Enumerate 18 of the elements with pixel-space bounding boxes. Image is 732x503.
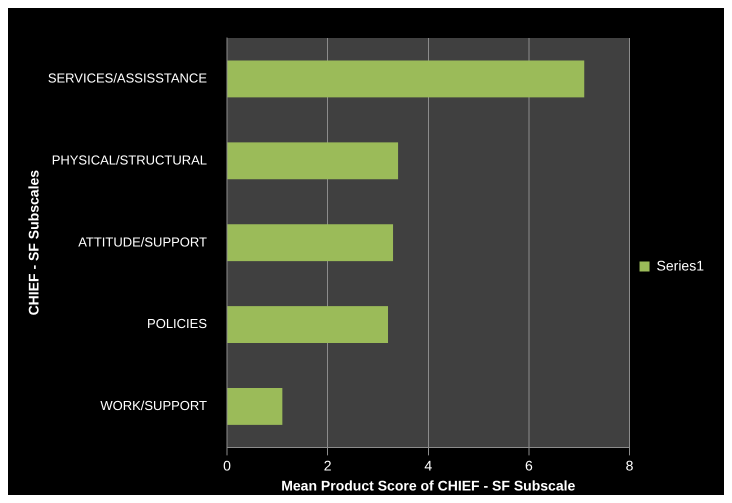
legend-label: Series1 <box>656 257 704 274</box>
bar <box>228 60 584 98</box>
x-tick-label: 6 <box>525 458 533 474</box>
y-tick-label: POLICIES <box>147 316 208 332</box>
y-tick-label: WORK/SUPPORT <box>100 398 208 414</box>
x-tick-label: 8 <box>626 458 634 474</box>
y-tick-label: PHYSICAL/STRUCTURAL <box>52 152 207 168</box>
bar <box>228 142 398 180</box>
x-tick-label: 2 <box>324 458 332 474</box>
x-axis-title: Mean Product Score of CHIEF - SF Subscale <box>281 477 576 494</box>
x-tick-label: 4 <box>424 458 432 474</box>
y-tick-label: SERVICES/ASSISSTANCE <box>48 70 208 86</box>
y-axis-title: CHIEF - SF Subscales <box>25 170 42 316</box>
x-tick-label: 0 <box>223 458 232 474</box>
bar <box>228 306 388 344</box>
bar <box>228 388 282 425</box>
bar <box>228 224 394 262</box>
y-tick-label: ATTITUDE/SUPPORT <box>78 234 208 250</box>
